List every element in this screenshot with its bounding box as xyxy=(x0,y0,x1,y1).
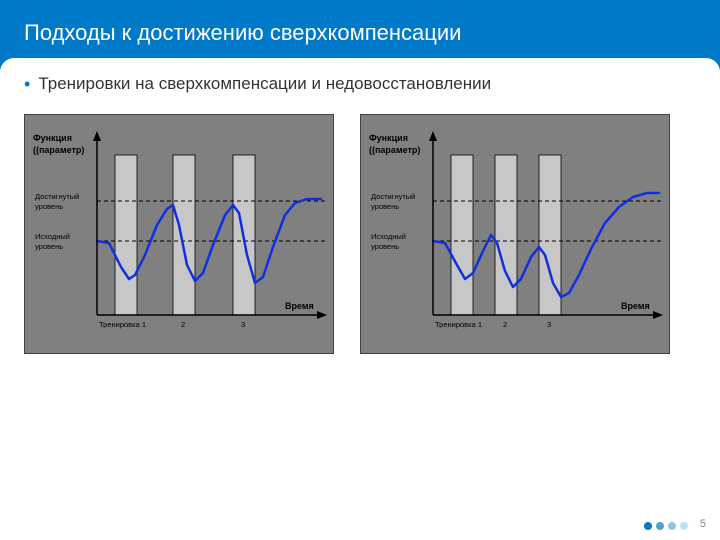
page-number: 5 xyxy=(700,518,706,530)
chart-left-svg: Функция((параметр)ВремяДостигнутыйуровен… xyxy=(25,115,335,355)
svg-text:Функция: Функция xyxy=(369,133,408,143)
svg-text:уровень: уровень xyxy=(35,202,63,211)
nav-dot xyxy=(644,522,652,530)
bullet-item: • Тренировки на сверхкомпенсации и недов… xyxy=(24,74,696,96)
svg-text:Тренировка 1: Тренировка 1 xyxy=(99,320,146,329)
svg-text:Тренировка 1: Тренировка 1 xyxy=(435,320,482,329)
nav-dot xyxy=(656,522,664,530)
svg-text:Исходный: Исходный xyxy=(35,232,70,241)
chart-right-svg: Функция((параметр)ВремяДостигнутыйуровен… xyxy=(361,115,671,355)
svg-text:Достигнутый: Достигнутый xyxy=(35,192,79,201)
svg-text:Достигнутый: Достигнутый xyxy=(371,192,415,201)
chart-right: Функция((параметр)ВремяДостигнутыйуровен… xyxy=(360,114,670,354)
slide-title: Подходы к достижению сверхкомпенсации xyxy=(0,0,720,56)
svg-text:((параметр): ((параметр) xyxy=(33,145,84,155)
nav-dots xyxy=(644,522,688,530)
svg-text:((параметр): ((параметр) xyxy=(369,145,420,155)
svg-text:уровень: уровень xyxy=(371,202,399,211)
svg-text:Исходный: Исходный xyxy=(371,232,406,241)
svg-text:уровень: уровень xyxy=(371,242,399,251)
svg-text:уровень: уровень xyxy=(35,242,63,251)
svg-text:2: 2 xyxy=(181,320,185,329)
slide-root: Подходы к достижению сверхкомпенсации • … xyxy=(0,0,720,540)
svg-text:2: 2 xyxy=(503,320,507,329)
svg-text:3: 3 xyxy=(241,320,245,329)
svg-text:Время: Время xyxy=(285,301,314,311)
charts-row: Функция((параметр)ВремяДостигнутыйуровен… xyxy=(24,114,696,354)
bullet-text: Тренировки на сверхкомпенсации и недовос… xyxy=(38,74,491,94)
svg-text:Функция: Функция xyxy=(33,133,72,143)
bullet-marker: • xyxy=(24,74,30,96)
nav-dot xyxy=(668,522,676,530)
svg-text:3: 3 xyxy=(547,320,551,329)
svg-text:Время: Время xyxy=(621,301,650,311)
nav-dot xyxy=(680,522,688,530)
content-panel: • Тренировки на сверхкомпенсации и недов… xyxy=(0,58,720,540)
chart-left: Функция((параметр)ВремяДостигнутыйуровен… xyxy=(24,114,334,354)
